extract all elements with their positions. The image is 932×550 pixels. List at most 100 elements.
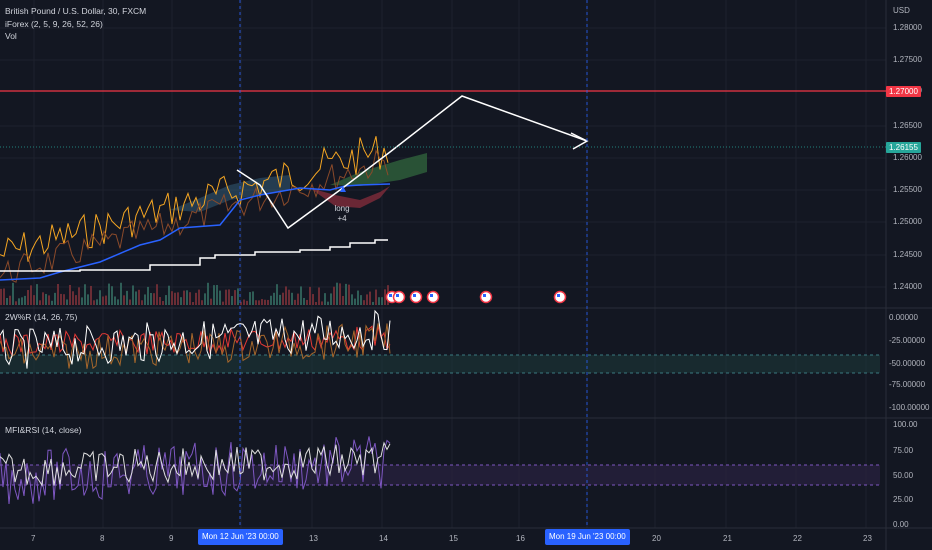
volume-bar bbox=[249, 292, 251, 305]
long-trade-label: long +4 bbox=[331, 204, 353, 224]
volume-bar bbox=[282, 292, 284, 305]
volume-bar bbox=[21, 297, 23, 305]
volume-bar bbox=[93, 300, 95, 305]
volume-bar bbox=[210, 298, 212, 305]
wr-pane-title[interactable]: 2W%R (14, 26, 75) bbox=[5, 312, 78, 322]
volume-bar bbox=[324, 293, 326, 305]
price-pane[interactable] bbox=[0, 90, 886, 305]
ichimoku-chikou-line bbox=[0, 136, 389, 262]
us-flag-icon[interactable] bbox=[479, 290, 493, 304]
time-tick-label: 13 bbox=[309, 534, 318, 543]
volume-bar bbox=[345, 283, 347, 305]
volume-bar bbox=[231, 296, 233, 305]
volume-bar bbox=[96, 299, 98, 305]
axis-tick-label: 1.24000 bbox=[893, 282, 922, 291]
volume-bar bbox=[123, 295, 125, 305]
volume-bar bbox=[375, 289, 377, 305]
volume-bar bbox=[150, 293, 152, 305]
volume-bar bbox=[384, 289, 386, 305]
volume-bar bbox=[333, 286, 335, 305]
volume-bar bbox=[162, 300, 164, 305]
volume-bar bbox=[183, 290, 185, 305]
volume-bar bbox=[378, 297, 380, 305]
volume-bar bbox=[366, 294, 368, 305]
volume-bar bbox=[87, 294, 89, 305]
volume-bar bbox=[186, 290, 188, 305]
volume-bar bbox=[255, 300, 257, 305]
volume-bar bbox=[18, 298, 20, 305]
axis-tick-label: 25.00 bbox=[893, 495, 914, 504]
time-tick-label: 15 bbox=[449, 534, 458, 543]
volume-bar bbox=[207, 282, 209, 305]
volume-bar bbox=[303, 297, 305, 305]
volume-bar bbox=[51, 300, 53, 305]
volume-bar bbox=[318, 287, 320, 305]
axis-tick-label: 1.25000 bbox=[893, 217, 922, 226]
volume-bar bbox=[372, 301, 374, 305]
volume-bar bbox=[342, 295, 344, 305]
volume-bar bbox=[288, 289, 290, 305]
axis-tick-label: 0.00 bbox=[893, 520, 909, 529]
volume-bar bbox=[156, 284, 158, 305]
crosshair-date-tag-left: Mon 12 Jun '23 00:00 bbox=[198, 529, 283, 545]
volume-bar bbox=[60, 293, 62, 305]
time-tick-label: 20 bbox=[652, 534, 661, 543]
volume-bar bbox=[24, 295, 26, 305]
axis-tick-label: 0.00000 bbox=[889, 313, 918, 322]
ichimoku-senkou-line bbox=[0, 149, 389, 283]
time-tick-label: 14 bbox=[379, 534, 388, 543]
mfi-zone-band bbox=[0, 465, 880, 485]
indicator-iforex-label[interactable]: iForex (2, 5, 9, 26, 52, 26) bbox=[5, 19, 103, 29]
volume-bar bbox=[12, 282, 14, 305]
volume-bar bbox=[270, 295, 272, 305]
mfi-rsi-pane[interactable] bbox=[0, 436, 880, 505]
us-flag-icon[interactable] bbox=[409, 290, 423, 304]
williams-r-pane[interactable] bbox=[0, 309, 880, 374]
symbol-title[interactable]: British Pound / U.S. Dollar, 30, FXCM bbox=[5, 6, 147, 16]
volume-bar bbox=[114, 296, 116, 305]
axis-tick-label: 1.26000 bbox=[893, 153, 922, 162]
volume-bar bbox=[258, 300, 260, 305]
volume-bar bbox=[237, 288, 239, 305]
projection-path-drawing[interactable] bbox=[236, 95, 588, 230]
volume-bar bbox=[234, 290, 236, 305]
volume-bar bbox=[15, 301, 17, 305]
axis-tick-label: -75.00000 bbox=[889, 380, 926, 389]
time-tick-label: 22 bbox=[793, 534, 802, 543]
mfi-pane-title[interactable]: MFI&RSI (14, close) bbox=[5, 425, 82, 435]
volume-bar bbox=[306, 299, 308, 305]
axis-tick-label: 75.00 bbox=[893, 446, 914, 455]
volume-bar bbox=[297, 293, 299, 305]
volume-bar bbox=[174, 292, 176, 305]
volume-bar bbox=[168, 285, 170, 305]
volume-bar bbox=[309, 286, 311, 305]
volume-bar bbox=[138, 289, 140, 305]
axis-tick-label: 50.00 bbox=[893, 471, 914, 480]
volume-bar bbox=[177, 292, 179, 305]
volume-bar bbox=[39, 300, 41, 305]
volume-bar bbox=[159, 297, 161, 305]
volume-bar bbox=[75, 295, 77, 305]
volume-bar bbox=[222, 301, 224, 305]
volume-bar bbox=[276, 284, 278, 305]
last-price-tag: 1.26155 bbox=[886, 142, 921, 153]
volume-bar bbox=[180, 297, 182, 305]
event-flags[interactable] bbox=[385, 290, 567, 304]
us-flag-icon[interactable] bbox=[426, 290, 440, 304]
volume-bar bbox=[135, 291, 137, 305]
volume-bars bbox=[0, 282, 389, 305]
ichimoku-cloud-bearish bbox=[310, 186, 390, 208]
mfi-line bbox=[0, 436, 391, 505]
currency-label: USD bbox=[893, 6, 910, 15]
volume-bar bbox=[84, 284, 86, 305]
indicator-vol-label[interactable]: Vol bbox=[5, 31, 17, 41]
us-flag-icon[interactable] bbox=[392, 290, 406, 304]
volume-bar bbox=[240, 301, 242, 305]
axis-tick-label: 1.27500 bbox=[893, 55, 922, 64]
us-flag-icon[interactable] bbox=[553, 290, 567, 304]
volume-bar bbox=[36, 284, 38, 305]
volume-bar bbox=[33, 295, 35, 305]
long-label-value: +4 bbox=[337, 214, 347, 223]
time-tick-label: 23 bbox=[863, 534, 872, 543]
